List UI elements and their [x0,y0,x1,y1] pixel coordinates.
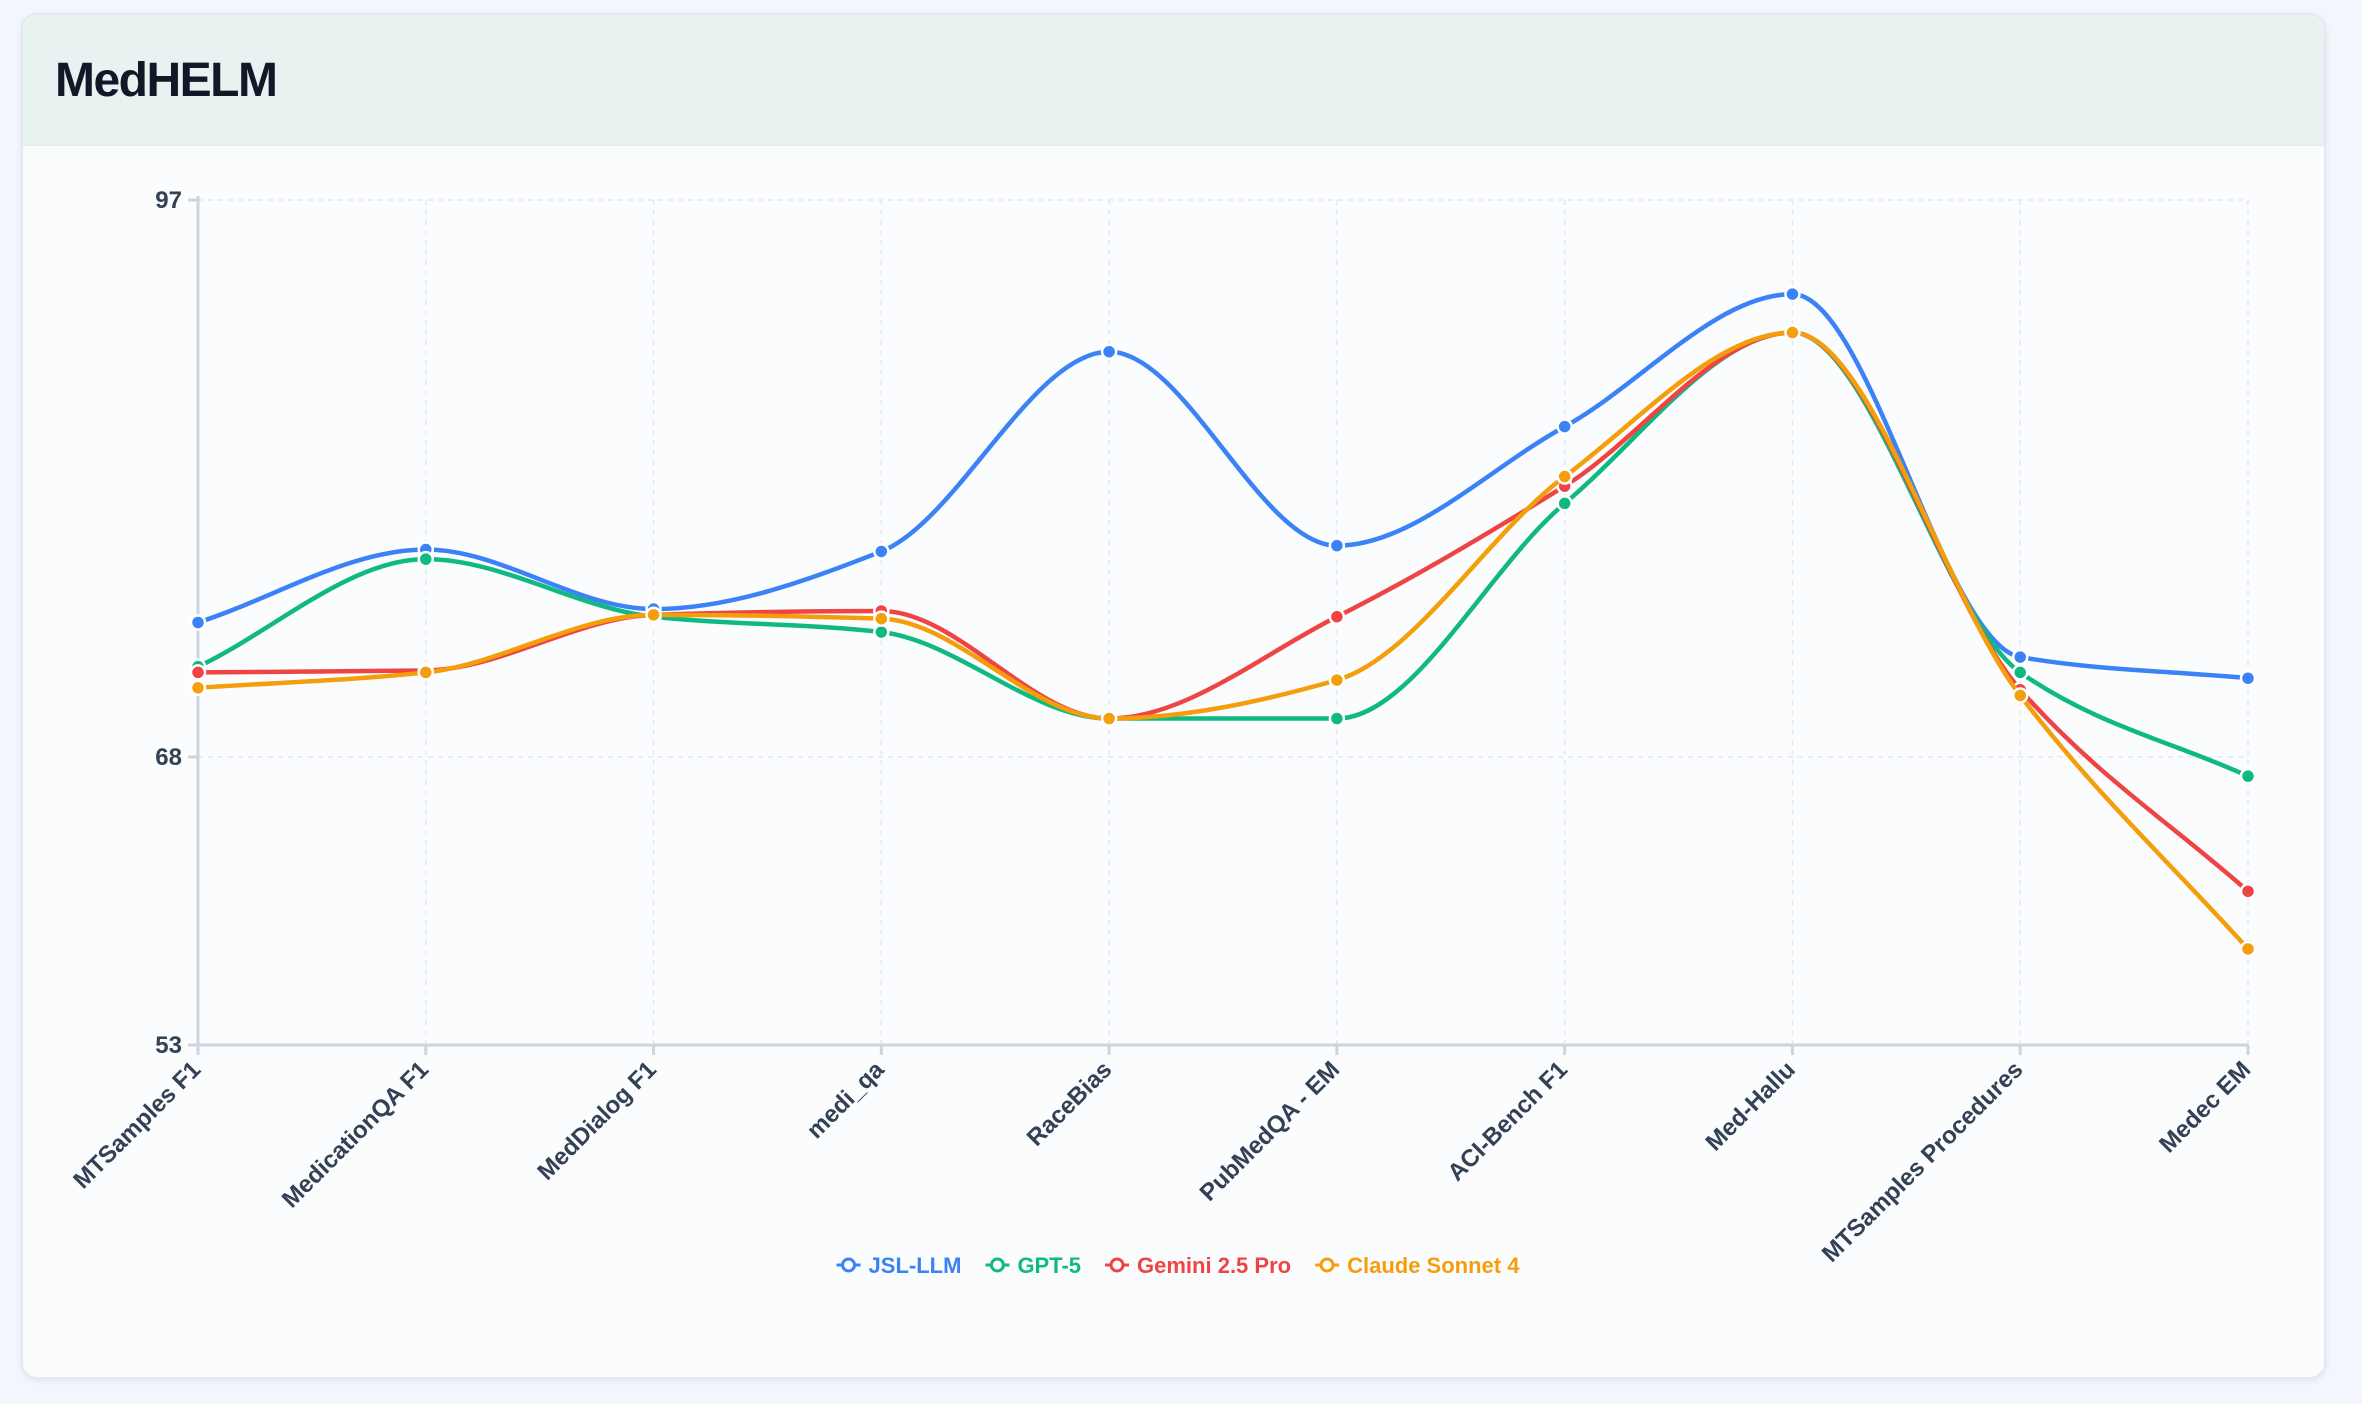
x-tick-label: PubMedQA - EM [1195,1056,1345,1206]
data-point-claude-sonnet-4 [189,679,207,697]
grid-lines [198,199,2249,1045]
series-gemini-2-5-pro [189,324,2257,900]
x-tick-label: Med-Hallu [1701,1056,1801,1156]
x-tick-label: MTSamples Procedures [1817,1056,2029,1268]
data-point-claude-sonnet-4 [1784,324,1801,341]
data-point-gpt-5 [2011,664,2029,681]
data-point-jsl-llm [189,614,207,631]
data-point-gpt-5 [1328,710,1346,727]
series-line-gemini-2-5-pro [195,330,2251,894]
x-tick-label: Medec EM [2154,1056,2256,1158]
chart-title: MedHELM [55,53,278,107]
legend-item-gpt-5: GPT-5 [985,1253,1081,1278]
data-point-claude-sonnet-4 [2239,940,2257,958]
legend-marker [1319,1257,1335,1273]
data-point-jsl-llm [1556,418,1573,435]
y-tick-label: 97 [155,187,182,214]
x-tick-label: MedDialog F1 [532,1056,661,1185]
data-point-claude-sonnet-4 [1556,468,1573,485]
legend-label: Claude Sonnet 4 [1347,1253,1520,1278]
data-point-jsl-llm [2011,648,2029,666]
series-claude-sonnet-4 [189,324,2257,958]
x-tick-label: ACI-Bench F1 [1443,1056,1573,1186]
x-tick-label: MTSamples F1 [68,1056,206,1194]
legend-label: JSL-LLM [869,1253,962,1278]
card-header: MedHELM [23,15,2324,146]
legend-item-claude-sonnet-4: Claude Sonnet 4 [1315,1253,1520,1278]
data-point-claude-sonnet-4 [1100,710,1118,727]
data-point-claude-sonnet-4 [1328,671,1346,689]
data-point-jsl-llm [1100,343,1118,360]
data-point-claude-sonnet-4 [417,664,435,681]
data-point-jsl-llm [1784,285,1801,303]
chart-card: MedHELM 97 68 53 MTSamples F1 MedicationQA F… [21,13,2326,1379]
data-point-gpt-5 [873,623,890,641]
legend-marker [841,1257,857,1273]
data-point-jsl-llm [873,543,890,560]
data-point-gpt-5 [2239,767,2257,785]
series-line-jsl-llm [195,291,2251,681]
data-point-gpt-5 [417,550,435,568]
data-point-jsl-llm [1328,537,1346,554]
legend-item-gemini-2-5-pro: Gemini 2.5 Pro [1105,1253,1291,1278]
x-tick-label: MedicationQA F1 [277,1056,434,1213]
legend: JSL-LLM GPT-5 Gemini 2.5 Pro Claude Sonnet … [836,1253,1520,1278]
x-tick-label: RaceBias [1022,1056,1118,1152]
series-line-claude-sonnet-4 [195,330,2251,952]
legend-item-jsl-llm: JSL-LLM [836,1253,962,1278]
y-tick-label: 53 [155,1032,182,1059]
data-point-claude-sonnet-4 [873,610,890,627]
chart-area: 97 68 53 MTSamples F1 MedicationQA F1 MedDial… [23,15,2324,1377]
legend-label: GPT-5 [1017,1253,1081,1278]
data-point-gpt-5 [1556,495,1573,512]
data-point-gemini-2-5-pro [1328,608,1346,625]
data-point-claude-sonnet-4 [2011,687,2029,704]
legend-label: Gemini 2.5 Pro [1137,1253,1291,1278]
data-point-claude-sonnet-4 [645,606,662,624]
legend-marker [989,1257,1005,1273]
legend-marker [1109,1257,1125,1273]
x-tick-label: medi_qa [802,1056,890,1144]
series-jsl-llm [189,285,2257,687]
data-point-gemini-2-5-pro [2239,883,2257,900]
data-point-jsl-llm [2239,669,2257,687]
data-point-gemini-2-5-pro [189,664,207,681]
y-tick-label: 68 [155,744,182,771]
